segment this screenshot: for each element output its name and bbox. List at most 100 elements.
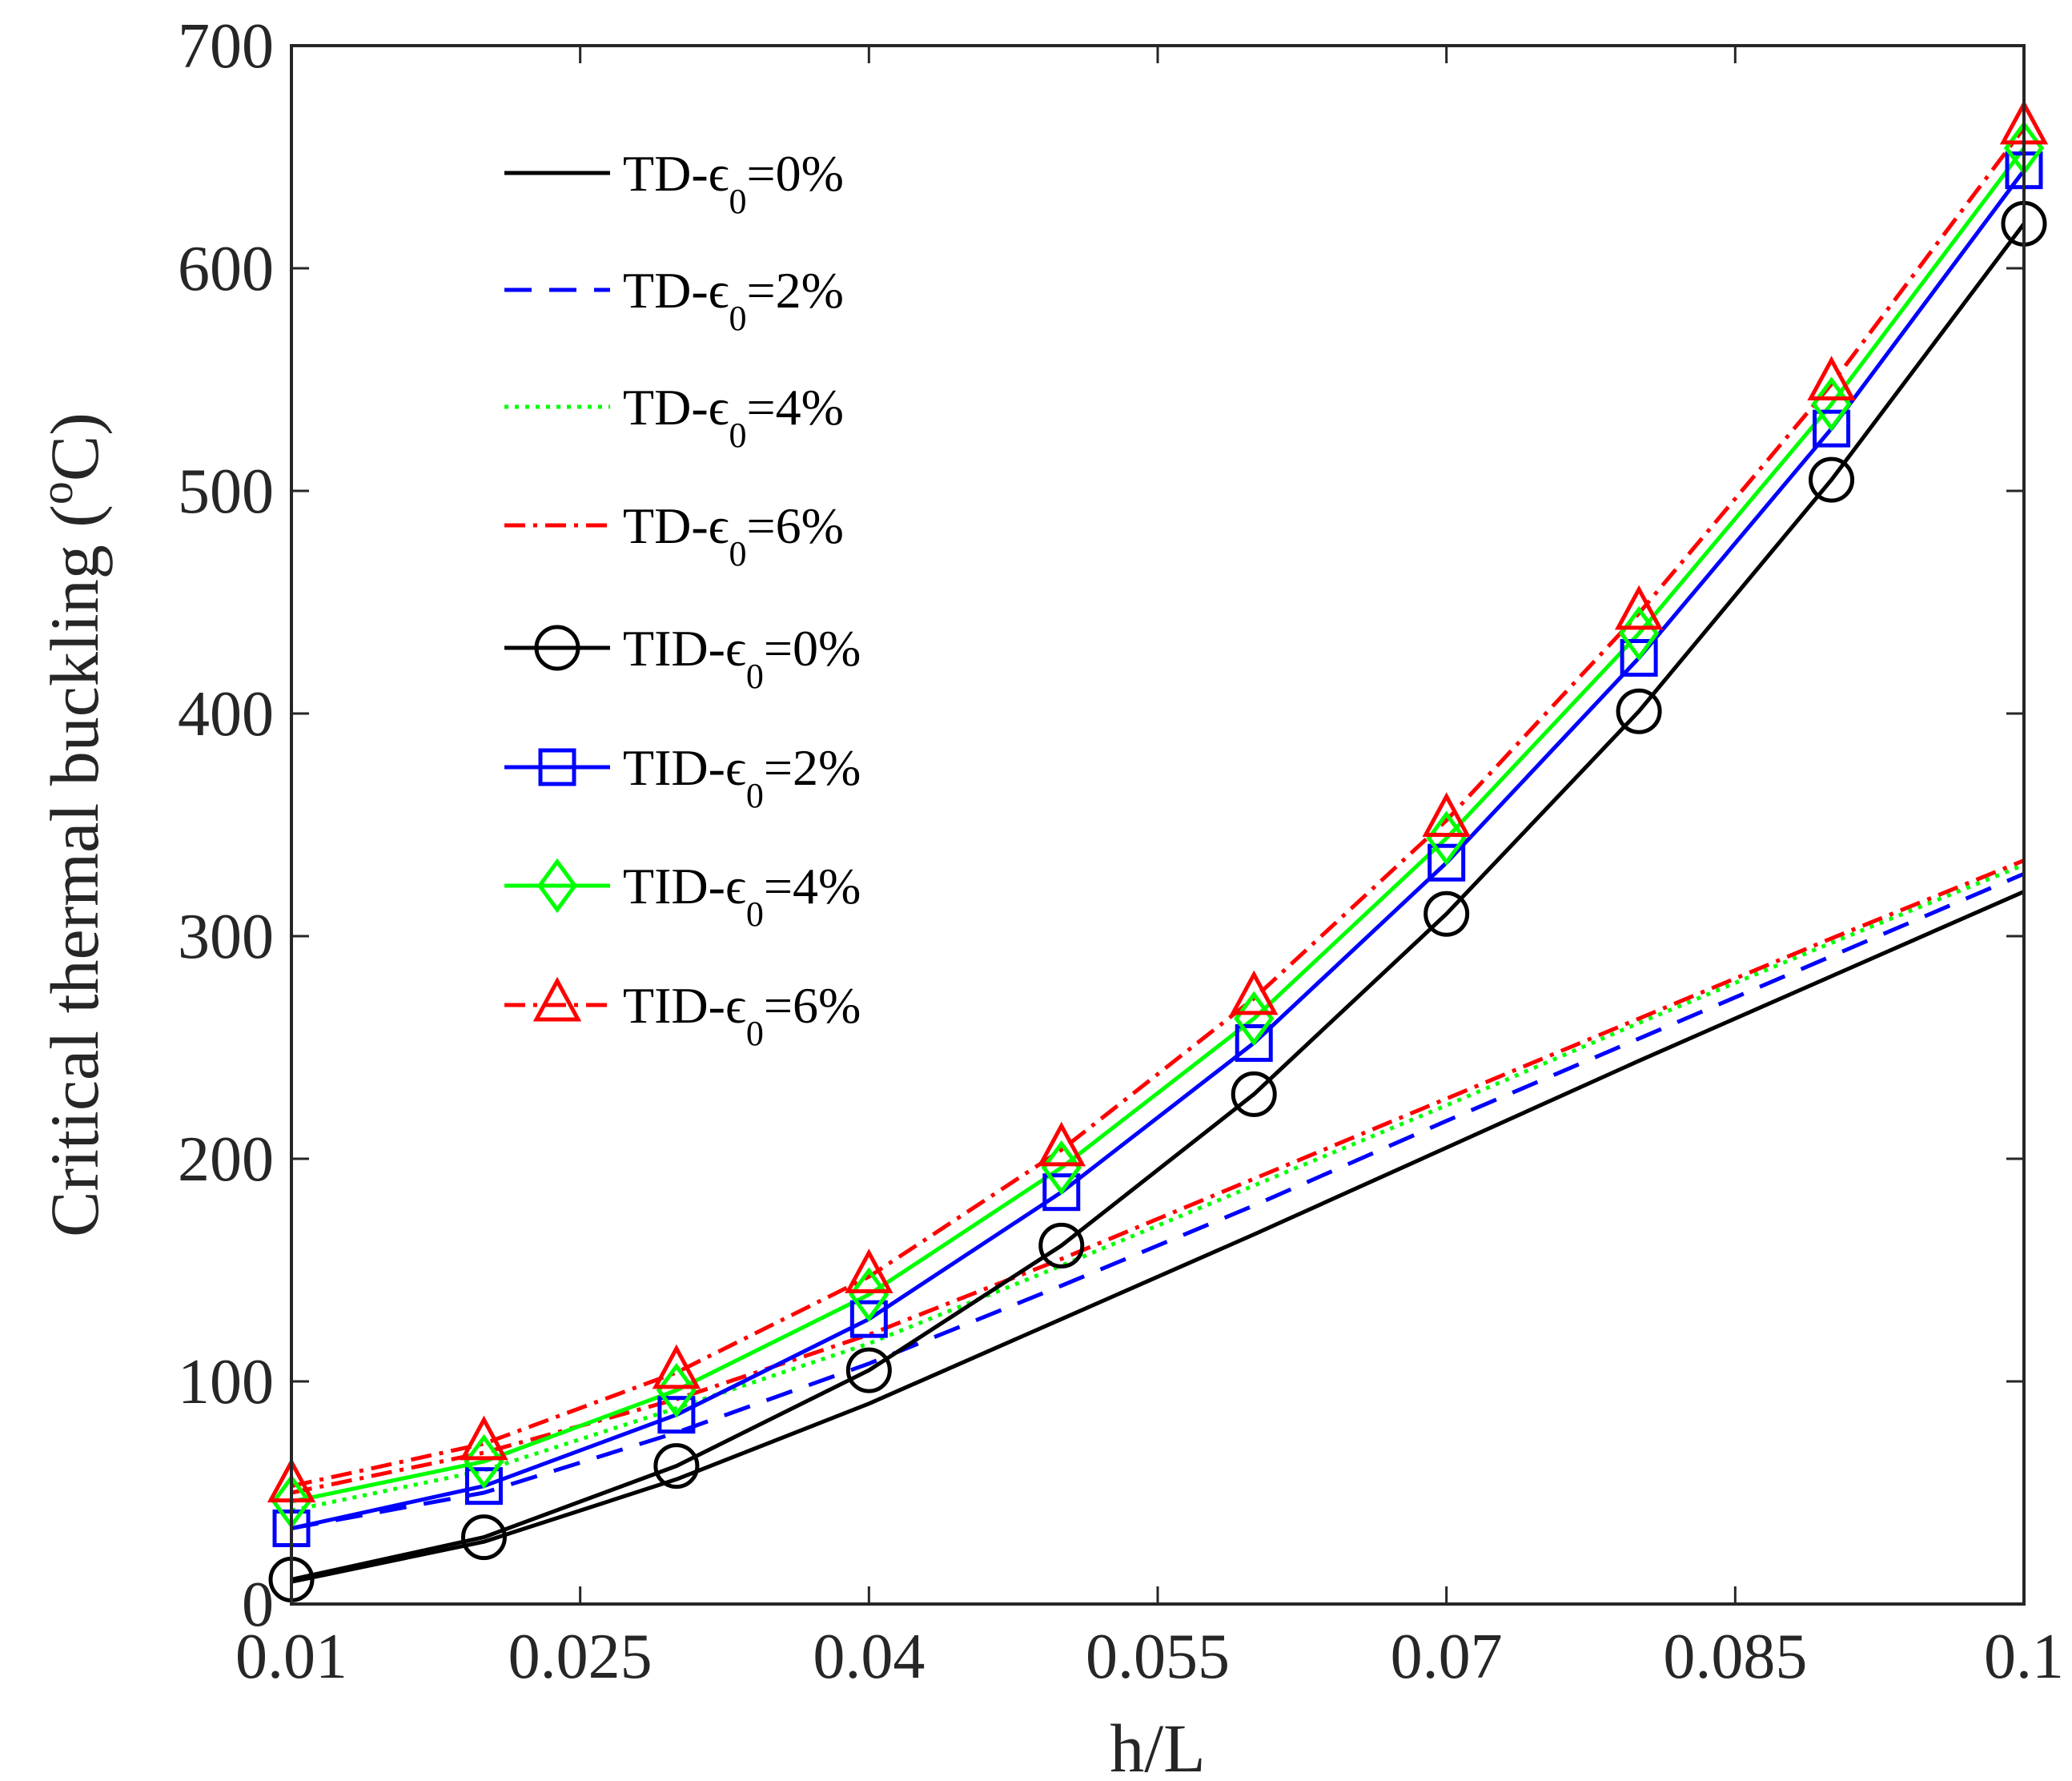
data-point-marker <box>1616 688 1662 734</box>
data-point-marker <box>1620 639 1658 677</box>
data-point-marker <box>1619 605 1660 661</box>
y-tick-label: 100 <box>178 1347 274 1417</box>
data-point-marker <box>1807 356 1856 401</box>
data-point-marker <box>657 1396 696 1434</box>
legend-label-5: TID-ϵ0=0% <box>623 620 861 696</box>
series-line-3 <box>291 862 2025 1513</box>
legend-label-7: TID-ϵ0=4% <box>623 858 861 934</box>
legend-label-value: =6% <box>747 497 844 554</box>
data-point-marker <box>845 1248 893 1293</box>
legend-label-value: =2% <box>747 262 844 319</box>
data-point-marker <box>464 1433 504 1490</box>
legend-marker-6 <box>538 748 576 786</box>
legend-marker-5 <box>534 625 580 671</box>
legend-label-1: TD-ϵ0=0% <box>623 145 844 221</box>
legend-label-prefix: TD-ϵ <box>623 262 729 319</box>
y-tick-label: 200 <box>178 1124 274 1195</box>
x-tick-label: 0.01 <box>235 1622 347 1692</box>
y-tick-label: 300 <box>178 902 274 972</box>
y-axis-title: Critical thermal buckling (oC) <box>30 412 113 1237</box>
data-point-marker <box>1614 585 1664 630</box>
y-tick-label: 0 <box>242 1570 274 1640</box>
series-line-5 <box>291 222 2026 1582</box>
legend-label-prefix: TD-ϵ <box>623 497 729 554</box>
legend-label-value: =6% <box>764 977 861 1034</box>
plot-frame <box>290 44 2026 1606</box>
legend-label-prefix: TID-ϵ <box>623 858 746 915</box>
data-point-marker <box>1041 1140 1082 1196</box>
x-tick-label: 0.055 <box>1086 1622 1230 1692</box>
data-point-marker <box>652 1344 701 1389</box>
legend-label-prefix: TD-ϵ <box>623 145 729 202</box>
data-point-marker <box>464 1467 503 1506</box>
legend-label-prefix: TID-ϵ <box>623 977 746 1034</box>
data-point-marker <box>460 1514 507 1561</box>
legend-label-value: =0% <box>764 620 861 677</box>
data-point-marker <box>1230 970 1279 1015</box>
series-line-8 <box>291 127 2026 1489</box>
data-point-marker <box>849 1267 889 1322</box>
legend-label-value: =4% <box>747 379 844 436</box>
legend-label-2: TD-ϵ0=2% <box>623 262 844 338</box>
x-tick-label: 0.04 <box>813 1622 925 1692</box>
legend-label-prefix: TID-ϵ <box>623 739 746 796</box>
legend-label-8: TID-ϵ0=6% <box>623 977 861 1053</box>
data-point-marker <box>1811 376 1852 432</box>
y-axis-title-end: C) <box>36 412 113 481</box>
data-point-marker <box>1809 456 1855 503</box>
data-point-marker <box>1428 843 1466 882</box>
legend-label-value: =2% <box>764 739 861 796</box>
legend-label-subscript: 0 <box>746 776 764 815</box>
legend-label-value: =0% <box>747 145 844 202</box>
y-tick-label: 600 <box>178 234 274 304</box>
data-point-marker <box>1038 1222 1085 1268</box>
legend-marker-7 <box>536 858 578 914</box>
x-tick-label: 0.1 <box>1984 1622 2064 1692</box>
legend-label-3: TD-ϵ0=4% <box>623 379 844 455</box>
data-point-marker <box>656 1362 697 1418</box>
y-tick-label: 400 <box>178 679 274 750</box>
data-point-marker <box>1813 409 1851 448</box>
series-line-2 <box>291 871 2025 1530</box>
y-axis-title-main: Critical thermal buckling ( <box>36 505 113 1237</box>
y-tick-label: 700 <box>178 11 274 82</box>
data-point-marker <box>460 1415 508 1461</box>
y-axis-title-sup: o <box>30 481 82 505</box>
x-axis-title: h/L <box>1110 1710 1205 1781</box>
legend: TD-ϵ0=0%TD-ϵ0=2%TD-ϵ0=4%TD-ϵ0=6%TID-ϵ0=0… <box>504 145 861 1053</box>
series-lines <box>291 127 2026 1584</box>
axis-ticks: 0.01 0.025 0.04 0.055 0.07 0.085 0.1 0 100 200 300… <box>178 11 2064 1692</box>
data-point-marker <box>653 1443 700 1490</box>
legend-label-subscript: 0 <box>746 895 764 934</box>
x-tick-label: 0.085 <box>1663 1622 1807 1692</box>
data-point-marker <box>1231 1071 1277 1117</box>
legend-label-prefix: TID-ϵ <box>623 620 746 677</box>
series-markers <box>267 99 2049 1602</box>
series-line-7 <box>291 147 2026 1504</box>
x-tick-label: 0.025 <box>508 1622 653 1692</box>
legend-label-subscript: 0 <box>729 416 747 455</box>
data-point-marker <box>845 1347 892 1393</box>
legend-marker-8 <box>532 976 582 1022</box>
data-point-marker <box>1235 1023 1273 1062</box>
legend-label-subscript: 0 <box>729 299 747 338</box>
legend-label-subscript: 0 <box>729 534 747 573</box>
data-point-marker <box>1042 1173 1081 1212</box>
legend-label-subscript: 0 <box>746 1014 764 1053</box>
data-point-marker <box>1422 792 1471 837</box>
data-point-marker <box>1426 810 1467 866</box>
legend-label-subscript: 0 <box>729 182 747 221</box>
data-point-marker <box>1423 890 1470 937</box>
series-line-4 <box>291 858 2025 1495</box>
legend-label-4: TD-ϵ0=6% <box>623 497 844 573</box>
legend-label-value: =4% <box>764 858 861 915</box>
data-point-marker <box>1037 1121 1086 1167</box>
y-tick-label: 500 <box>178 456 274 527</box>
data-point-marker <box>849 1300 888 1338</box>
legend-label-subscript: 0 <box>746 657 764 696</box>
data-point-marker <box>1234 991 1275 1047</box>
legend-label-6: TID-ϵ0=2% <box>623 739 861 815</box>
legend-label-prefix: TD-ϵ <box>623 379 729 436</box>
